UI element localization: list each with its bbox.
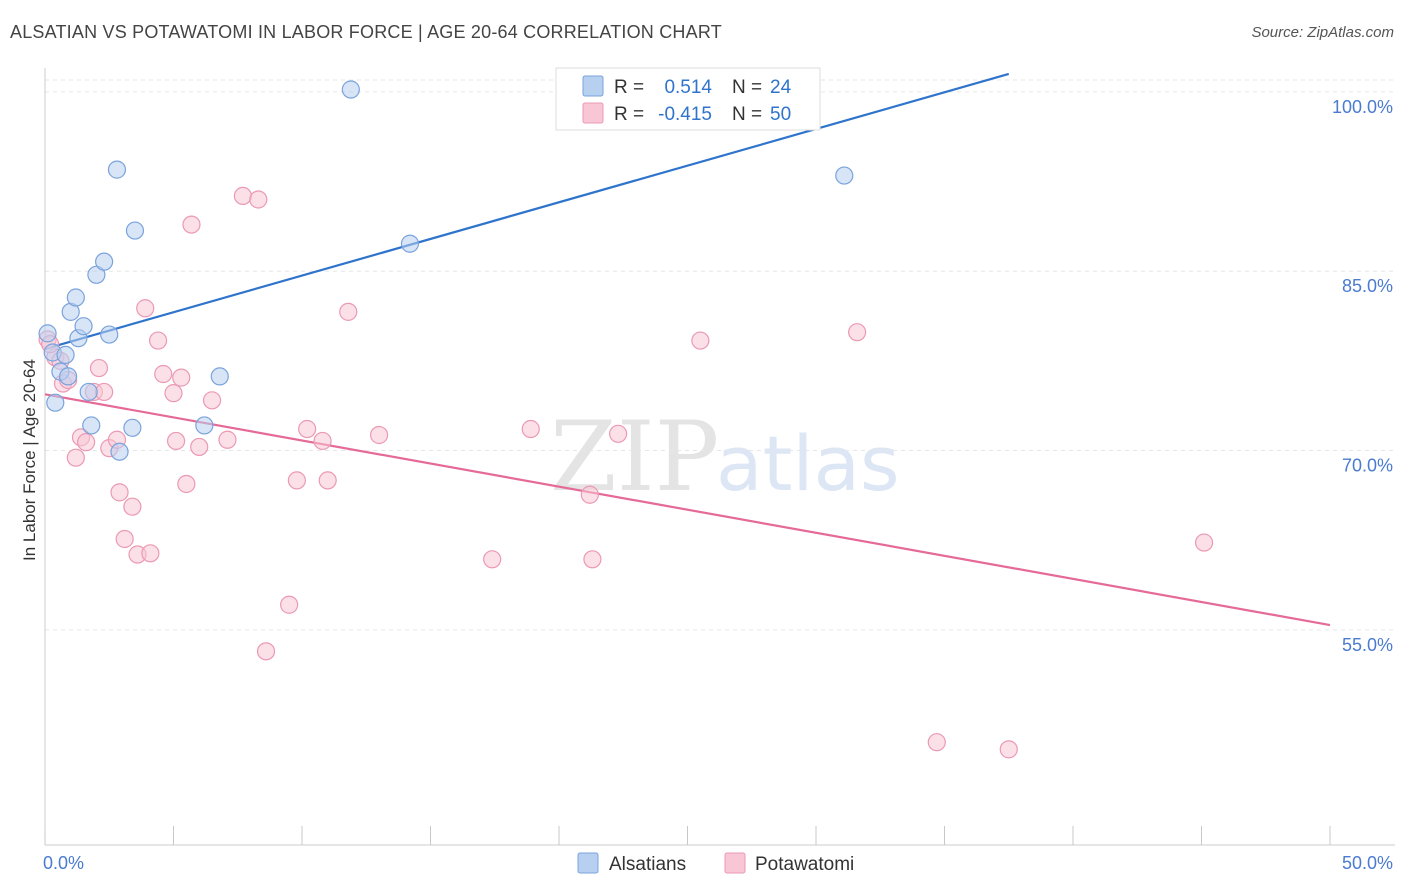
alsatians-point xyxy=(341,80,360,99)
x-tick-label: 0.0% xyxy=(43,853,84,873)
gridlines xyxy=(45,79,1395,631)
bottom-legend-swatch-potawatomi xyxy=(724,852,746,874)
y-tick-label: 55.0% xyxy=(1342,635,1393,655)
alsatians-point xyxy=(95,252,114,271)
potawatomi-point xyxy=(190,437,209,457)
bottom-legend-label-potawatomi: Potawatomi xyxy=(755,854,854,875)
potawatomi-point xyxy=(1194,533,1214,552)
legend-n-value-2: 50 xyxy=(770,104,791,125)
y-tick-label: 100.0% xyxy=(1332,97,1393,117)
alsatians-point xyxy=(74,317,93,336)
x-tick-label: 50.0% xyxy=(1342,853,1393,873)
potawatomi-point xyxy=(287,471,306,490)
potawatomi-point xyxy=(202,391,222,410)
potawatomi-point xyxy=(848,323,867,342)
potawatomi-point xyxy=(249,190,268,209)
potawatomi-point xyxy=(233,186,252,206)
legend-swatch-alsatians xyxy=(582,75,604,97)
alsatians-point xyxy=(110,442,129,461)
potawatomi-point xyxy=(115,529,134,549)
potawatomi-point xyxy=(691,331,710,350)
potawatomi-point xyxy=(77,433,96,452)
legend-n-value-1: 24 xyxy=(770,77,792,98)
y-tick-label: 70.0% xyxy=(1342,456,1393,476)
potawatomi-point xyxy=(927,733,946,752)
potawatomi-point xyxy=(89,358,109,378)
potawatomi-point xyxy=(141,544,160,563)
potawatomi-point xyxy=(583,550,602,569)
y-axis-label: In Labor Force | Age 20-64 xyxy=(20,359,39,561)
alsatians-point xyxy=(56,345,75,364)
potawatomi-point xyxy=(298,419,317,439)
potawatomi-point xyxy=(580,485,599,504)
potawatomi-point xyxy=(95,382,114,402)
legend-r-value-1: 0.514 xyxy=(664,77,712,98)
legend-n-label-2: N = xyxy=(732,104,762,125)
alsatians-point xyxy=(125,221,145,240)
potawatomi-point xyxy=(339,302,358,321)
potawatomi-point xyxy=(66,448,85,467)
alsatians-point xyxy=(107,160,127,179)
alsatians-point xyxy=(38,324,57,343)
tick-labels: 55.0% 70.0% 85.0% 100.0% 0.0% 50.0% xyxy=(43,97,1393,873)
potawatomi-point xyxy=(318,471,337,490)
potawatomi-point xyxy=(148,331,168,350)
legend-r-value-2: -0.415 xyxy=(658,104,712,125)
legend-swatch-potawatomi xyxy=(582,102,604,124)
alsatians-trend-line xyxy=(44,72,1010,350)
potawatomi-point xyxy=(218,430,237,449)
potawatomi-point xyxy=(483,550,502,569)
source-label: Source: ZipAtlas.com xyxy=(1251,24,1394,41)
potawatomi-point xyxy=(280,595,299,614)
potawatomi-point xyxy=(177,474,196,494)
legend-n-label-1: N = xyxy=(732,77,762,98)
legend-r-label-1: R = xyxy=(614,77,644,98)
data-points xyxy=(38,80,1214,759)
alsatians-point xyxy=(195,416,214,435)
potawatomi-point xyxy=(110,483,129,502)
potawatomi-point xyxy=(313,431,332,451)
alsatians-point xyxy=(66,288,85,307)
potawatomi-point xyxy=(182,215,201,234)
alsatians-point xyxy=(400,234,420,253)
alsatians-point xyxy=(59,367,78,386)
watermark-atlas: atlas xyxy=(716,419,900,508)
potawatomi-point xyxy=(154,364,173,384)
bottom-legend-swatch-alsatians xyxy=(577,852,599,874)
watermark-zip: ZIP xyxy=(550,401,719,513)
potawatomi-point xyxy=(370,425,389,445)
alsatians-point xyxy=(79,382,98,402)
potawatomi-point xyxy=(256,642,276,661)
potawatomi-point xyxy=(999,740,1018,759)
chart-title: ALSATIAN VS POTAWATOMI IN LABOR FORCE | … xyxy=(10,22,722,42)
potawatomi-point xyxy=(609,424,628,443)
trend-lines xyxy=(44,72,1331,627)
series-legend: Alsatians Potawatomi xyxy=(577,852,854,875)
potawatomi-point xyxy=(166,431,186,451)
legend-r-label-2: R = xyxy=(614,104,644,125)
alsatians-point xyxy=(123,418,142,437)
stats-legend: R = 0.514 N = 24 R = -0.415 N = 50 xyxy=(555,67,821,131)
alsatians-point xyxy=(835,166,854,185)
alsatians-point xyxy=(100,325,119,344)
y-tick-label: 85.0% xyxy=(1342,276,1393,296)
axes xyxy=(44,68,1395,846)
potawatomi-point xyxy=(136,299,155,318)
alsatians-point xyxy=(82,416,101,435)
potawatomi-point xyxy=(164,384,183,403)
potawatomi-point xyxy=(172,368,191,387)
potawatomi-point xyxy=(521,419,540,439)
alsatians-point xyxy=(46,393,65,412)
bottom-legend-label-alsatians: Alsatians xyxy=(609,854,686,875)
alsatians-point xyxy=(210,367,229,386)
potawatomi-point xyxy=(123,497,142,516)
potawatomi-trend-line xyxy=(44,393,1331,627)
